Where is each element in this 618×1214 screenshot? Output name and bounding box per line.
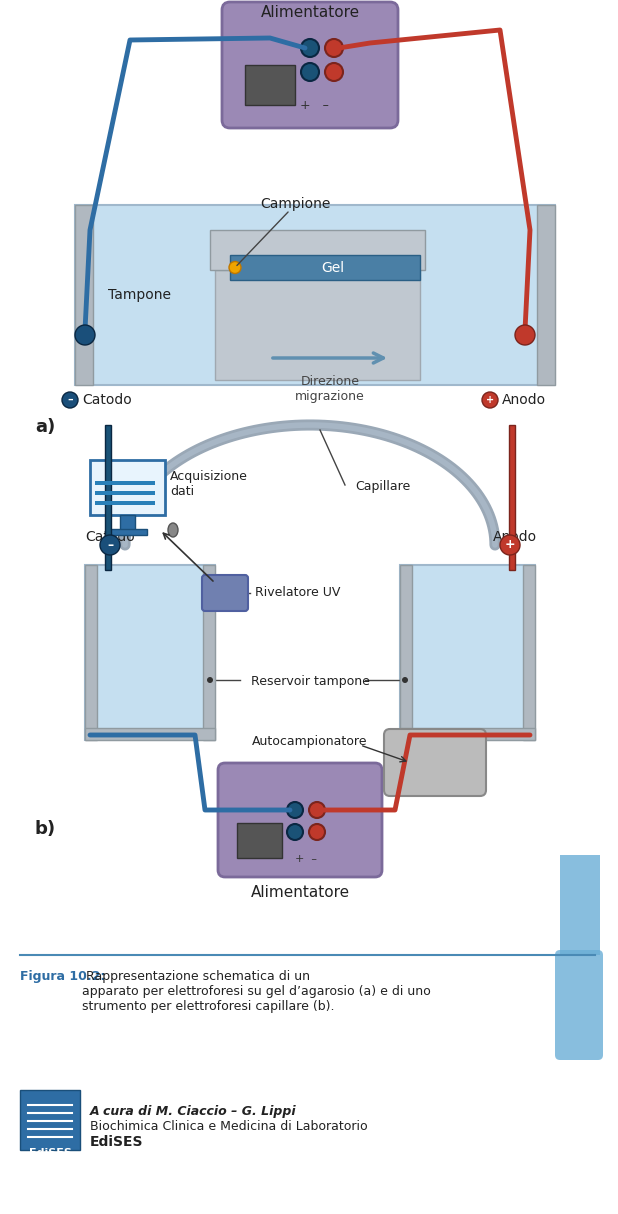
Text: a): a) [35, 418, 55, 436]
Circle shape [100, 535, 120, 555]
Text: Anodo: Anodo [502, 393, 546, 407]
Text: –: – [107, 539, 113, 551]
Circle shape [500, 535, 520, 555]
FancyBboxPatch shape [222, 2, 398, 127]
Text: b): b) [35, 819, 56, 838]
FancyBboxPatch shape [218, 764, 382, 877]
Circle shape [309, 802, 325, 818]
Bar [20, 1090, 80, 1150]
Bar [85, 728, 215, 741]
Bar [560, 855, 600, 955]
Text: +   –: + – [300, 100, 328, 112]
Bar [237, 823, 282, 858]
Circle shape [287, 824, 303, 840]
Bar [537, 205, 555, 385]
Bar [400, 728, 535, 741]
Ellipse shape [168, 523, 178, 537]
Text: Anodo: Anodo [493, 531, 537, 544]
Text: EdiSES: EdiSES [90, 1135, 143, 1148]
Text: –: – [67, 395, 73, 405]
Text: Catodo: Catodo [85, 531, 135, 544]
Text: Capillare: Capillare [355, 480, 410, 493]
Circle shape [75, 325, 95, 345]
Bar [523, 565, 535, 741]
Text: Campione: Campione [260, 197, 330, 211]
Text: Autocampionatore: Autocampionatore [252, 734, 368, 748]
Text: A cura di M. Ciaccio – G. Lippi: A cura di M. Ciaccio – G. Lippi [90, 1105, 297, 1118]
Text: Gel: Gel [321, 261, 344, 274]
Text: Acquisizione
dati: Acquisizione dati [170, 470, 248, 498]
Bar [245, 66, 295, 104]
Bar [120, 515, 135, 531]
Bar [90, 460, 165, 515]
Circle shape [482, 392, 498, 408]
Text: EdiSES: EdiSES [28, 1148, 72, 1158]
Circle shape [325, 39, 343, 57]
Text: +  –: + – [295, 853, 317, 864]
Bar [75, 205, 555, 385]
Bar [75, 205, 93, 385]
FancyBboxPatch shape [555, 951, 603, 1060]
Circle shape [229, 261, 241, 273]
Text: Rappresentazione schematica di un
apparato per elettroforesi su gel d’agarosio (: Rappresentazione schematica di un appara… [82, 970, 431, 1012]
Text: Biochimica Clinica e Medicina di Laboratorio: Biochimica Clinica e Medicina di Laborat… [90, 1121, 368, 1133]
Bar [215, 270, 420, 380]
Bar [108, 529, 147, 535]
Text: Tampone: Tampone [109, 288, 172, 302]
Bar [95, 490, 155, 495]
Text: Direzione
migrazione: Direzione migrazione [295, 375, 365, 403]
Circle shape [301, 63, 319, 81]
FancyBboxPatch shape [384, 728, 486, 796]
Bar [105, 425, 111, 571]
Text: Figura 10.2:: Figura 10.2: [20, 970, 106, 983]
Bar [509, 425, 515, 571]
Bar [85, 565, 215, 741]
Circle shape [515, 325, 535, 345]
Circle shape [301, 39, 319, 57]
Text: Alimentatore: Alimentatore [260, 5, 360, 19]
Text: Alimentatore: Alimentatore [250, 885, 350, 900]
Bar [230, 255, 420, 280]
Circle shape [309, 824, 325, 840]
Bar [400, 565, 412, 741]
Circle shape [287, 802, 303, 818]
Text: +: + [505, 539, 515, 551]
Bar [210, 229, 425, 270]
Circle shape [325, 63, 343, 81]
Text: Rivelatore UV: Rivelatore UV [255, 586, 341, 600]
Circle shape [402, 677, 408, 683]
Text: Reservoir tampone: Reservoir tampone [250, 675, 370, 688]
Bar [400, 565, 535, 741]
Bar [85, 565, 97, 741]
Text: Catodo: Catodo [82, 393, 132, 407]
Bar [203, 565, 215, 741]
Bar [95, 481, 155, 486]
Circle shape [207, 677, 213, 683]
Circle shape [62, 392, 78, 408]
Text: +: + [486, 395, 494, 405]
Bar [95, 501, 155, 505]
FancyBboxPatch shape [202, 575, 248, 611]
